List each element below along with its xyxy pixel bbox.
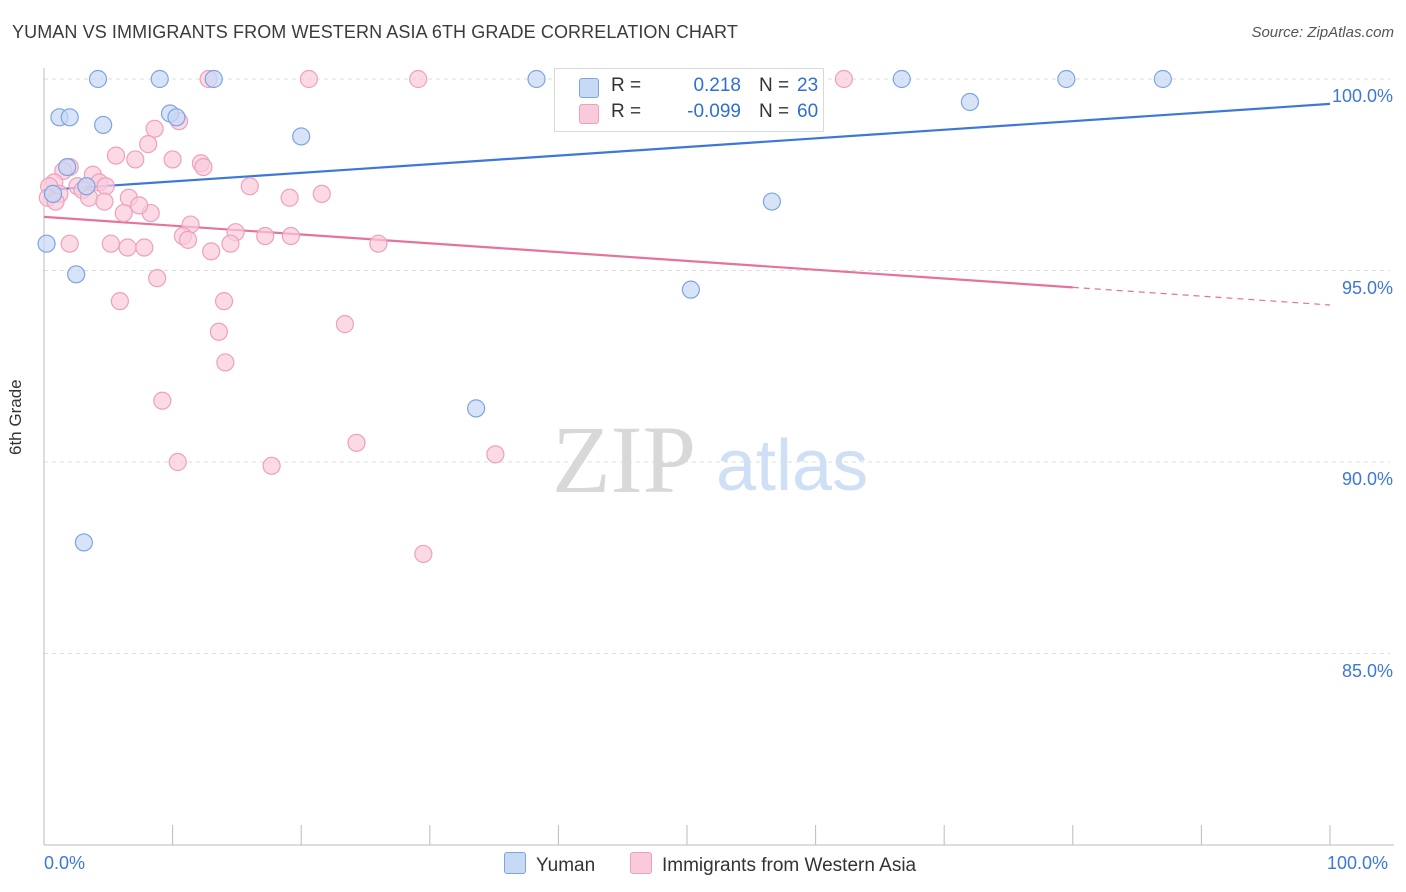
- western-asia-point: [217, 354, 234, 371]
- western-asia-point: [487, 446, 504, 463]
- trend-line-dashed: [1073, 287, 1330, 305]
- watermark-zip: ZIP: [552, 406, 696, 513]
- n-label: N =: [759, 75, 789, 97]
- western-asia-point: [180, 231, 197, 248]
- watermark-atlas: atlas: [716, 426, 868, 506]
- r-value: -0.099: [645, 101, 741, 123]
- yuman-legend-label: Yuman: [536, 855, 595, 876]
- yuman-point: [682, 281, 699, 298]
- western-asia-point: [131, 197, 148, 214]
- western-asia-point: [111, 293, 128, 310]
- western-asia-point: [149, 270, 166, 287]
- western-asia-swatch: [579, 104, 599, 124]
- western-asia-point: [222, 235, 239, 252]
- y-tick-label: 85.0%: [1342, 661, 1393, 682]
- yuman-point: [59, 159, 76, 176]
- western-asia-point: [127, 151, 144, 168]
- western-asia-point: [108, 147, 125, 164]
- yuman-point: [95, 116, 112, 133]
- western-asia-point: [282, 228, 299, 245]
- watermark: ZIP atlas: [552, 406, 868, 513]
- yuman-legend-swatch: [504, 852, 526, 874]
- yuman-point: [90, 71, 107, 88]
- western-asia-point: [140, 136, 157, 153]
- yuman-point: [45, 185, 62, 202]
- yuman-point: [151, 71, 168, 88]
- yuman-point: [961, 93, 978, 110]
- yuman-point: [763, 193, 780, 210]
- yuman-point: [293, 128, 310, 145]
- western-asia-point: [415, 545, 432, 562]
- yuman-swatch: [579, 78, 599, 98]
- yuman-point: [68, 266, 85, 283]
- r-label: R =: [611, 75, 641, 97]
- y-tick-label: 95.0%: [1342, 278, 1393, 299]
- western-asia-point: [136, 239, 153, 256]
- western-asia-point: [146, 120, 163, 137]
- western-asia-point: [97, 178, 114, 195]
- western-asia-point: [336, 316, 353, 333]
- western-asia-point: [257, 228, 274, 245]
- y-tick-label: 90.0%: [1342, 469, 1393, 490]
- western-asia-point: [119, 239, 136, 256]
- r-value: 0.218: [645, 75, 741, 97]
- western-asia-legend-label: Immigrants from Western Asia: [662, 855, 916, 876]
- correlation-legend: R = 0.218 N = 23 R = -0.099 N = 60: [554, 68, 824, 132]
- western-asia-point: [195, 159, 212, 176]
- x-tick-label-left: 0.0%: [44, 853, 85, 874]
- western-asia-point: [370, 235, 387, 252]
- yuman-point: [38, 235, 55, 252]
- yuman-point: [1154, 71, 1171, 88]
- yuman-point: [468, 400, 485, 417]
- yuman-point: [168, 109, 185, 126]
- yuman-point: [75, 534, 92, 551]
- western-asia-point: [241, 178, 258, 195]
- western-asia-point: [348, 434, 365, 451]
- n-value: 23: [797, 75, 818, 97]
- yuman-point: [205, 71, 222, 88]
- legend-item-western-asia[interactable]: Immigrants from Western Asia: [630, 852, 916, 877]
- trend-lines: [44, 104, 1330, 305]
- western-asia-point: [96, 193, 113, 210]
- western-asia-point: [313, 185, 330, 202]
- r-label: R =: [611, 101, 641, 123]
- western-asia-point: [300, 71, 317, 88]
- western-asia-point: [61, 235, 78, 252]
- western-asia-point: [164, 151, 181, 168]
- western-asia-point: [102, 235, 119, 252]
- western-asia-point: [263, 457, 280, 474]
- yuman-point: [1058, 71, 1075, 88]
- western-asia-point: [210, 323, 227, 340]
- western-asia-legend-swatch: [630, 852, 652, 874]
- western-asia-point: [169, 454, 186, 471]
- grid-lines: [44, 79, 1390, 654]
- y-axis-label: 6th Grade: [6, 379, 26, 455]
- n-value: 60: [797, 101, 818, 123]
- western-asia-point: [154, 392, 171, 409]
- western-asia-point: [216, 293, 233, 310]
- western-asia-point: [835, 71, 852, 88]
- yuman-point: [528, 71, 545, 88]
- western-asia-point: [281, 189, 298, 206]
- x-tick-label-right: 100.0%: [1327, 853, 1388, 874]
- yuman-point: [893, 71, 910, 88]
- legend-item-yuman[interactable]: Yuman: [504, 852, 595, 877]
- yuman-point: [78, 178, 95, 195]
- western-asia-point: [115, 205, 132, 222]
- n-label: N =: [759, 101, 789, 123]
- western-asia-point: [203, 243, 220, 260]
- yuman-point: [61, 109, 78, 126]
- western-asia-point: [410, 71, 427, 88]
- y-tick-label: 100.0%: [1332, 86, 1393, 107]
